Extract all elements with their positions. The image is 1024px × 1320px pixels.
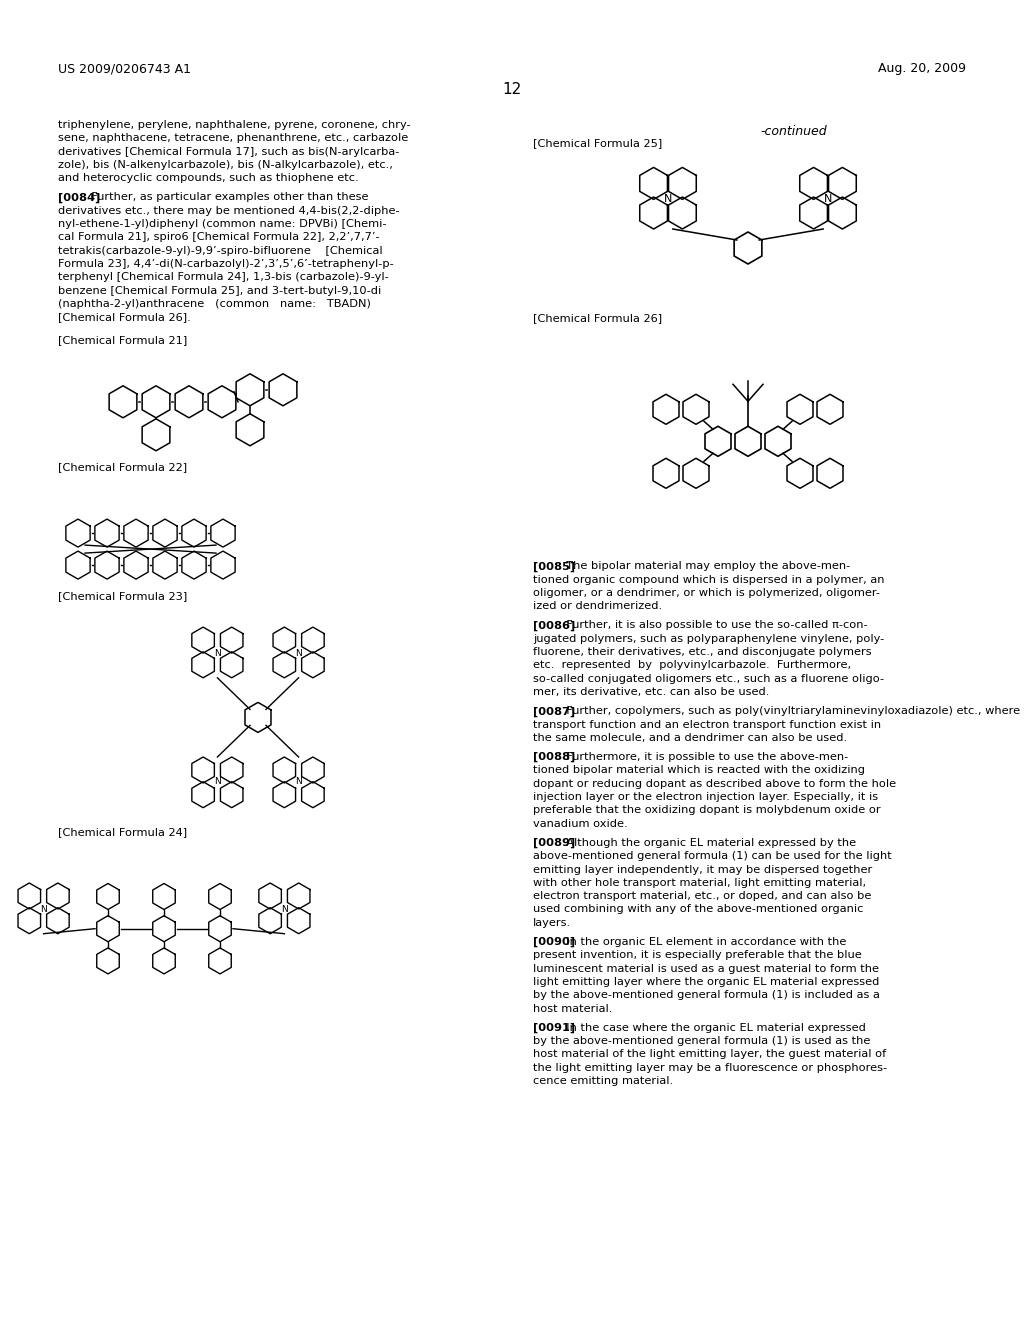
Text: with other hole transport material, light emitting material,: with other hole transport material, ligh… <box>534 878 866 888</box>
Text: N: N <box>295 648 302 657</box>
Text: transport function and an electron transport function exist in: transport function and an electron trans… <box>534 719 881 730</box>
Text: mer, its derivative, etc. can also be used.: mer, its derivative, etc. can also be us… <box>534 686 769 697</box>
Text: N: N <box>664 194 672 203</box>
Text: the same molecule, and a dendrimer can also be used.: the same molecule, and a dendrimer can a… <box>534 733 847 743</box>
Text: and heterocyclic compounds, such as thiophene etc.: and heterocyclic compounds, such as thio… <box>58 173 358 183</box>
Text: so-called conjugated oligomers etc., such as a fluorene oligo-: so-called conjugated oligomers etc., suc… <box>534 673 884 684</box>
Text: cal Formula 21], spiro6 [Chemical Formula 22], 2,2’,7,7’-: cal Formula 21], spiro6 [Chemical Formul… <box>58 232 380 243</box>
Text: triphenylene, perylene, naphthalene, pyrene, coronene, chry-: triphenylene, perylene, naphthalene, pyr… <box>58 120 411 129</box>
Text: [Chemical Formula 22]: [Chemical Formula 22] <box>58 462 187 471</box>
Text: [0085]: [0085] <box>534 561 575 572</box>
Text: [0091]: [0091] <box>534 1023 575 1034</box>
Text: nyl-ethene-1-yl)diphenyl (common name: DPVBi) [Chemi-: nyl-ethene-1-yl)diphenyl (common name: D… <box>58 219 386 230</box>
Text: tetrakis(carbazole-9-yl)-9,9’-spiro-bifluorene    [Chemical: tetrakis(carbazole-9-yl)-9,9’-spiro-bifl… <box>58 246 383 256</box>
Text: tioned bipolar material which is reacted with the oxidizing: tioned bipolar material which is reacted… <box>534 766 865 775</box>
Text: 12: 12 <box>503 82 521 96</box>
Text: the light emitting layer may be a fluorescence or phosphores-: the light emitting layer may be a fluore… <box>534 1063 887 1073</box>
Text: [0088]: [0088] <box>534 752 575 763</box>
Text: -continued: -continued <box>760 125 826 139</box>
Text: derivatives [Chemical Formula 17], such as bis(N-arylcarba-: derivatives [Chemical Formula 17], such … <box>58 147 399 157</box>
Text: N: N <box>214 648 221 657</box>
Text: benzene [Chemical Formula 25], and 3-tert-butyl-9,10-di: benzene [Chemical Formula 25], and 3-ter… <box>58 285 381 296</box>
Text: host material.: host material. <box>534 1003 612 1014</box>
Text: emitting layer independently, it may be dispersed together: emitting layer independently, it may be … <box>534 865 872 875</box>
Text: vanadium oxide.: vanadium oxide. <box>534 818 628 829</box>
Text: [0086]: [0086] <box>534 620 575 631</box>
Text: Although the organic EL material expressed by the: Although the organic EL material express… <box>558 838 856 847</box>
Text: N: N <box>40 904 47 913</box>
Text: [0090]: [0090] <box>534 937 575 948</box>
Text: dopant or reducing dopant as described above to form the hole: dopant or reducing dopant as described a… <box>534 779 896 789</box>
Text: N: N <box>214 777 221 787</box>
Text: N: N <box>295 777 302 787</box>
Text: fluorene, their derivatives, etc., and disconjugate polymers: fluorene, their derivatives, etc., and d… <box>534 647 871 657</box>
Text: by the above-mentioned general formula (1) is used as the: by the above-mentioned general formula (… <box>534 1036 870 1047</box>
Text: US 2009/0206743 A1: US 2009/0206743 A1 <box>58 62 191 75</box>
Text: layers.: layers. <box>534 917 571 928</box>
Text: light emitting layer where the organic EL material expressed: light emitting layer where the organic E… <box>534 977 880 987</box>
Text: by the above-mentioned general formula (1) is included as a: by the above-mentioned general formula (… <box>534 990 880 1001</box>
Text: injection layer or the electron injection layer. Especially, it is: injection layer or the electron injectio… <box>534 792 879 803</box>
Text: electron transport material, etc., or doped, and can also be: electron transport material, etc., or do… <box>534 891 871 902</box>
Text: tioned organic compound which is dispersed in a polymer, an: tioned organic compound which is dispers… <box>534 574 885 585</box>
Text: Aug. 20, 2009: Aug. 20, 2009 <box>878 62 966 75</box>
Text: preferable that the oxidizing dopant is molybdenum oxide or: preferable that the oxidizing dopant is … <box>534 805 881 816</box>
Text: [Chemical Formula 26]: [Chemical Formula 26] <box>534 313 663 323</box>
Text: In the case where the organic EL material expressed: In the case where the organic EL materia… <box>558 1023 865 1032</box>
Text: N: N <box>824 194 833 203</box>
Text: The bipolar material may employ the above-men-: The bipolar material may employ the abov… <box>558 561 850 572</box>
Text: cence emitting material.: cence emitting material. <box>534 1076 673 1086</box>
Text: (naphtha-2-yl)anthracene   (common   name:   TBADN): (naphtha-2-yl)anthracene (common name: T… <box>58 298 371 309</box>
Text: Formula 23], 4,4’-di(N-carbazolyl)-2’,3’,5’,6’-tetraphenyl-p-: Formula 23], 4,4’-di(N-carbazolyl)-2’,3’… <box>58 259 394 269</box>
Text: jugated polymers, such as polyparaphenylene vinylene, poly-: jugated polymers, such as polyparaphenyl… <box>534 634 885 644</box>
Text: [Chemical Formula 26].: [Chemical Formula 26]. <box>58 313 190 322</box>
Text: [Chemical Formula 23]: [Chemical Formula 23] <box>58 591 187 601</box>
Text: Further, as particular examples other than these: Further, as particular examples other th… <box>84 193 368 202</box>
Text: luminescent material is used as a guest material to form the: luminescent material is used as a guest … <box>534 964 879 974</box>
Text: [Chemical Formula 25]: [Chemical Formula 25] <box>534 139 663 148</box>
Text: ized or dendrimerized.: ized or dendrimerized. <box>534 601 663 611</box>
Text: In the organic EL element in accordance with the: In the organic EL element in accordance … <box>558 937 846 946</box>
Text: above-mentioned general formula (1) can be used for the light: above-mentioned general formula (1) can … <box>534 851 892 861</box>
Text: etc.  represented  by  polyvinylcarbazole.  Furthermore,: etc. represented by polyvinylcarbazole. … <box>534 660 851 671</box>
Text: N: N <box>281 904 288 913</box>
Text: terphenyl [Chemical Formula 24], 1,3-bis (carbazole)-9-yl-: terphenyl [Chemical Formula 24], 1,3-bis… <box>58 272 389 282</box>
Text: present invention, it is especially preferable that the blue: present invention, it is especially pref… <box>534 950 862 961</box>
Text: [Chemical Formula 24]: [Chemical Formula 24] <box>58 828 187 837</box>
Text: host material of the light emitting layer, the guest material of: host material of the light emitting laye… <box>534 1049 886 1060</box>
Text: [0087]: [0087] <box>534 706 575 717</box>
Text: [Chemical Formula 21]: [Chemical Formula 21] <box>58 335 187 346</box>
Text: Further, copolymers, such as poly(vinyltriarylaminevinyloxadiazole) etc., where : Further, copolymers, such as poly(vinylt… <box>558 706 1024 717</box>
Text: derivatives etc., there may be mentioned 4,4-bis(2,2-diphe-: derivatives etc., there may be mentioned… <box>58 206 399 215</box>
Text: zole), bis (N-alkenylcarbazole), bis (N-alkylcarbazole), etc.,: zole), bis (N-alkenylcarbazole), bis (N-… <box>58 160 393 170</box>
Text: [0089]: [0089] <box>534 838 575 849</box>
Text: used combining with any of the above-mentioned organic: used combining with any of the above-men… <box>534 904 863 915</box>
Text: sene, naphthacene, tetracene, phenanthrene, etc., carbazole: sene, naphthacene, tetracene, phenanthre… <box>58 133 409 144</box>
Text: Further, it is also possible to use the so-called π-con-: Further, it is also possible to use the … <box>558 620 867 631</box>
Text: [0084]: [0084] <box>58 193 100 203</box>
Text: oligomer, or a dendrimer, or which is polymerized, oligomer-: oligomer, or a dendrimer, or which is po… <box>534 587 880 598</box>
Text: Furthermore, it is possible to use the above-men-: Furthermore, it is possible to use the a… <box>558 752 848 762</box>
